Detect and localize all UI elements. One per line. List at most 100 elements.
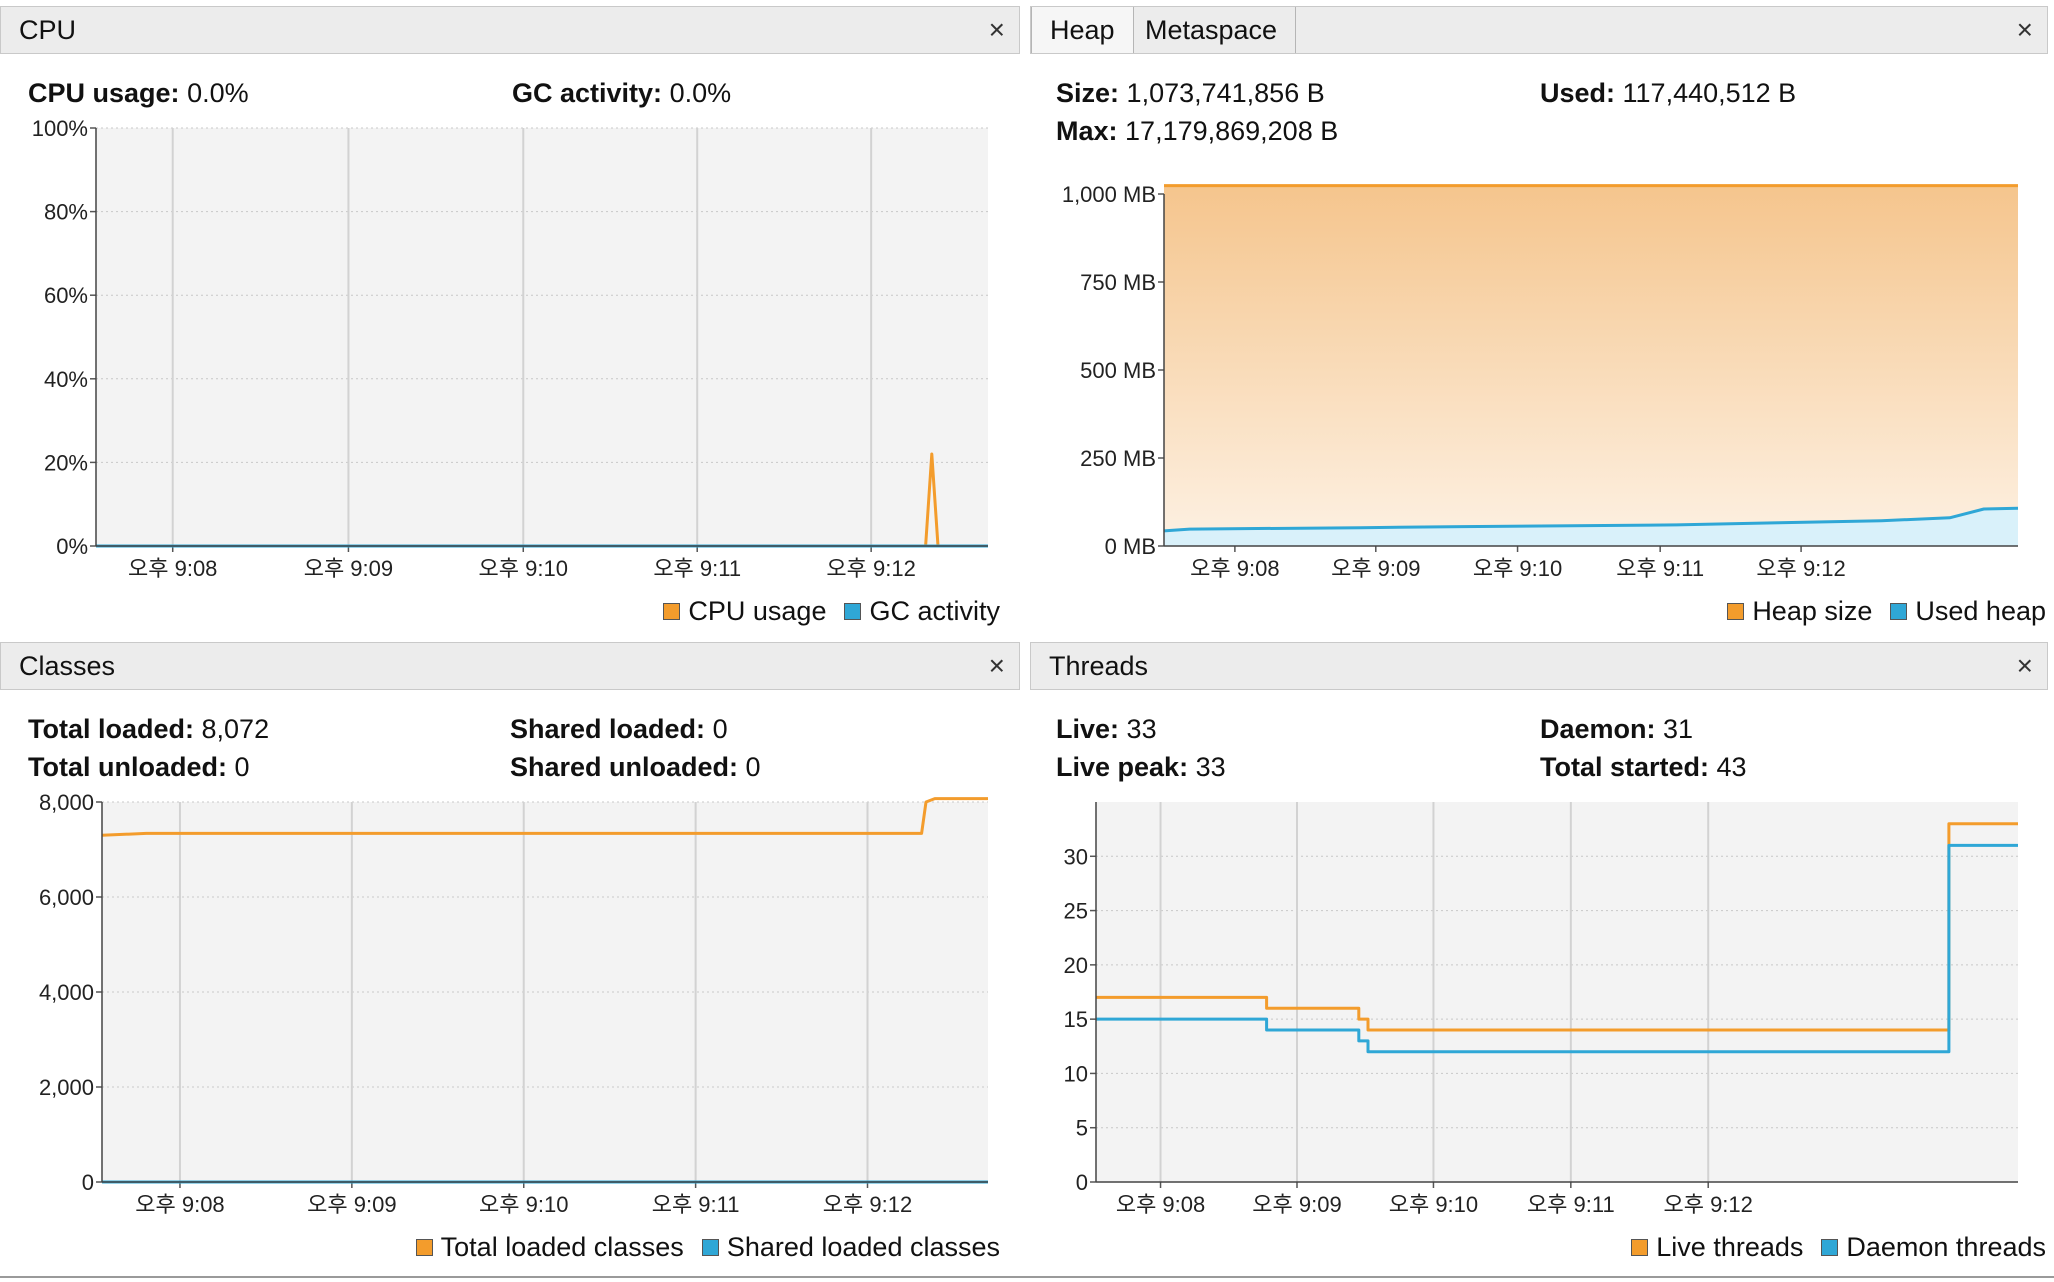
series-area-heap-size [1164, 185, 2018, 546]
total-loaded-label: Total loaded: [28, 714, 194, 744]
blue-swatch-icon [1890, 603, 1908, 620]
legend-label: Heap size [1752, 596, 1873, 626]
y-tick-label: 100% [32, 116, 88, 141]
cpu-legend: CPU usage GC activity [645, 596, 1000, 627]
close-icon[interactable]: × [988, 650, 1005, 681]
close-icon[interactable]: × [988, 14, 1005, 45]
shared-loaded-stat: Shared loaded: 0 [510, 714, 728, 745]
y-tick-label: 0 [82, 1170, 94, 1195]
live-peak-value: 33 [1195, 752, 1226, 782]
series-line-daemon-threads [1096, 843, 2018, 1054]
y-tick-label: 2,000 [39, 1075, 94, 1100]
live-stat: Live: 33 [1056, 714, 1157, 745]
y-tick-label: 10 [1064, 1061, 1088, 1086]
y-tick-label: 1,000 MB [1062, 182, 1156, 207]
heap-max-label: Max: [1056, 116, 1118, 146]
legend-label: CPU usage [688, 596, 827, 626]
x-tick-label: 오후 9:11 [653, 556, 741, 581]
gc-activity-label: GC activity: [512, 78, 663, 108]
y-tick-label: 20 [1064, 953, 1088, 978]
y-tick-label: 40% [44, 367, 88, 392]
y-tick-label: 0 [1076, 1170, 1088, 1195]
y-tick-label: 500 MB [1080, 358, 1156, 383]
x-tick-label: 오후 9:10 [1473, 556, 1562, 581]
plot-background [1096, 802, 2018, 1182]
live-peak-label: Live peak: [1056, 752, 1189, 782]
live-value: 33 [1126, 714, 1157, 744]
window-bottom-border [0, 1276, 2054, 1278]
total-loaded-stat: Total loaded: 8,072 [28, 714, 269, 745]
y-tick-label: 60% [44, 283, 88, 308]
heap-used-value: 117,440,512 B [1622, 78, 1797, 108]
heap-max-stat: Max: 17,179,869,208 B [1056, 116, 1338, 147]
heap-max-value: 17,179,869,208 B [1125, 116, 1339, 146]
legend-label: Shared loaded classes [726, 1232, 1000, 1262]
tab-threads[interactable]: Threads [1031, 643, 1167, 689]
classes-panel: Classes × Total loaded: 8,072 Shared loa… [0, 642, 1020, 1278]
cpu-usage-value: 0.0% [187, 78, 249, 108]
y-tick-label: 25 [1064, 899, 1088, 924]
heap-chart: 1,000 MB 750 MB 500 MB 250 MB 0 MB 오후 9:08 오후 … [1062, 182, 2019, 581]
cpu-tabbar: CPU × [0, 6, 1020, 54]
x-tick-label: 오후 9:08 [135, 1192, 224, 1217]
classes-tabbar: Classes × [0, 642, 1020, 690]
x-tick-label: 오후 9:12 [823, 1192, 912, 1217]
cpu-usage-label: CPU usage: [28, 78, 180, 108]
cpu-panel: CPU × CPU usage: 0.0% GC activity: 0.0% … [0, 6, 1020, 642]
shared-loaded-value: 0 [712, 714, 728, 744]
series-line-used-heap [1163, 506, 2019, 533]
live-peak-stat: Live peak: 33 [1056, 752, 1226, 783]
blue-swatch-icon [844, 603, 862, 620]
y-tick-label: 0 MB [1105, 534, 1156, 559]
total-started-value: 43 [1716, 752, 1747, 782]
total-unloaded-stat: Total unloaded: 0 [28, 752, 250, 783]
gc-activity-stat: GC activity: 0.0% [512, 78, 731, 109]
legend-label: Daemon threads [1846, 1232, 2046, 1262]
x-tick-label: 오후 9:12 [826, 556, 915, 581]
y-tick-label: 250 MB [1080, 446, 1156, 471]
tab-cpu[interactable]: CPU [1, 7, 95, 53]
x-tick-label: 오후 9:10 [1389, 1192, 1478, 1217]
legend-item-shared-loaded-classes: Shared loaded classes [701, 1232, 1000, 1263]
blue-swatch-icon [1821, 1239, 1839, 1256]
series-line-total-loaded-classes [101, 797, 988, 837]
threads-tabbar: Threads × [1030, 642, 2048, 690]
tab-metaspace[interactable]: Metaspace [1127, 7, 1297, 53]
gc-activity-value: 0.0% [669, 78, 732, 108]
close-icon[interactable]: × [2016, 650, 2033, 681]
y-tick-label: 30 [1064, 844, 1088, 869]
threads-legend: Live threads Daemon threads [1613, 1232, 2046, 1263]
x-tick-label: 오후 9:09 [307, 1192, 396, 1217]
y-tick-label: 4,000 [39, 980, 94, 1005]
blue-swatch-icon [701, 1239, 719, 1256]
x-tick-label: 오후 9:12 [1663, 1192, 1752, 1217]
legend-label: Live threads [1656, 1232, 1804, 1262]
series-area-used-heap [1164, 508, 2018, 546]
legend-item-cpu-usage: CPU usage [663, 596, 826, 627]
x-tick-label: 오후 9:10 [479, 556, 568, 581]
close-icon[interactable]: × [2016, 14, 2033, 45]
orange-swatch-icon [1631, 1239, 1649, 1256]
classes-legend: Total loaded classes Shared loaded class… [398, 1232, 1000, 1263]
threads-panel: Threads × Live: 33 Daemon: 31 Live peak:… [1030, 642, 2048, 1278]
x-tick-label: 오후 9:08 [1116, 1192, 1205, 1217]
heap-size-label: Size: [1056, 78, 1120, 108]
shared-unloaded-stat: Shared unloaded: 0 [510, 752, 761, 783]
live-label: Live: [1056, 714, 1120, 744]
x-tick-label: 오후 9:08 [128, 556, 217, 581]
tab-heap[interactable]: Heap [1031, 7, 1134, 53]
threads-chart: 30 25 20 15 10 5 0 오후 9:08 오후 9:09 오후 9:10 오후 9:11… [1064, 802, 2018, 1217]
x-tick-label: 오후 9:08 [1190, 556, 1279, 581]
y-tick-label: 6,000 [39, 885, 94, 910]
x-tick-label: 오후 9:11 [1616, 556, 1704, 581]
legend-item-live-threads: Live threads [1631, 1232, 1803, 1263]
tab-classes[interactable]: Classes [1, 643, 134, 689]
x-tick-label: 오후 9:09 [1252, 1192, 1341, 1217]
daemon-value: 31 [1663, 714, 1694, 744]
legend-label: GC activity [869, 596, 1000, 626]
heap-tabbar: Heap Metaspace × [1030, 6, 2048, 54]
x-tick-label: 오후 9:12 [1756, 556, 1845, 581]
legend-item-used-heap: Used heap [1890, 596, 2046, 627]
heap-used-stat: Used: 117,440,512 B [1540, 78, 1796, 109]
heap-used-label: Used: [1540, 78, 1616, 108]
